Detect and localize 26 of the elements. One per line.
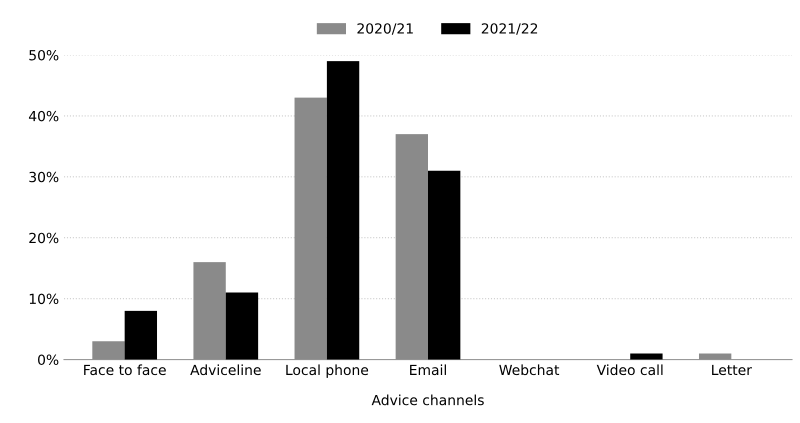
bar — [294, 98, 327, 360]
legend-label: 2020/21 — [357, 23, 413, 35]
bar — [396, 134, 428, 360]
x-tick-label: Letter — [712, 364, 752, 376]
x-tick-label: Face to face — [84, 364, 166, 376]
y-tick-label: 30% — [29, 172, 58, 182]
y-tick-label: 20% — [29, 232, 58, 244]
bar — [226, 292, 258, 360]
bar — [428, 170, 460, 360]
x-tick-label: Adviceline — [190, 364, 261, 376]
y-tick-label: 40% — [28, 110, 58, 122]
y-tick-label: 50% — [29, 50, 58, 60]
x-tick-label: Webchat — [499, 364, 560, 376]
bar — [92, 341, 125, 360]
legend-label: 2021/22 — [482, 23, 538, 35]
bar — [630, 353, 663, 360]
bar — [124, 310, 158, 360]
x-tick-label: Local phone — [286, 364, 368, 378]
bar — [698, 353, 732, 360]
y-tick-label: 0% — [38, 354, 58, 366]
bar — [193, 262, 226, 360]
x-axis-title: Advice channels — [372, 394, 484, 406]
bar — [326, 61, 360, 360]
x-tick-label: Email — [410, 364, 446, 376]
x-tick-label: Video call — [596, 364, 663, 376]
y-tick-label: 10% — [30, 294, 58, 304]
